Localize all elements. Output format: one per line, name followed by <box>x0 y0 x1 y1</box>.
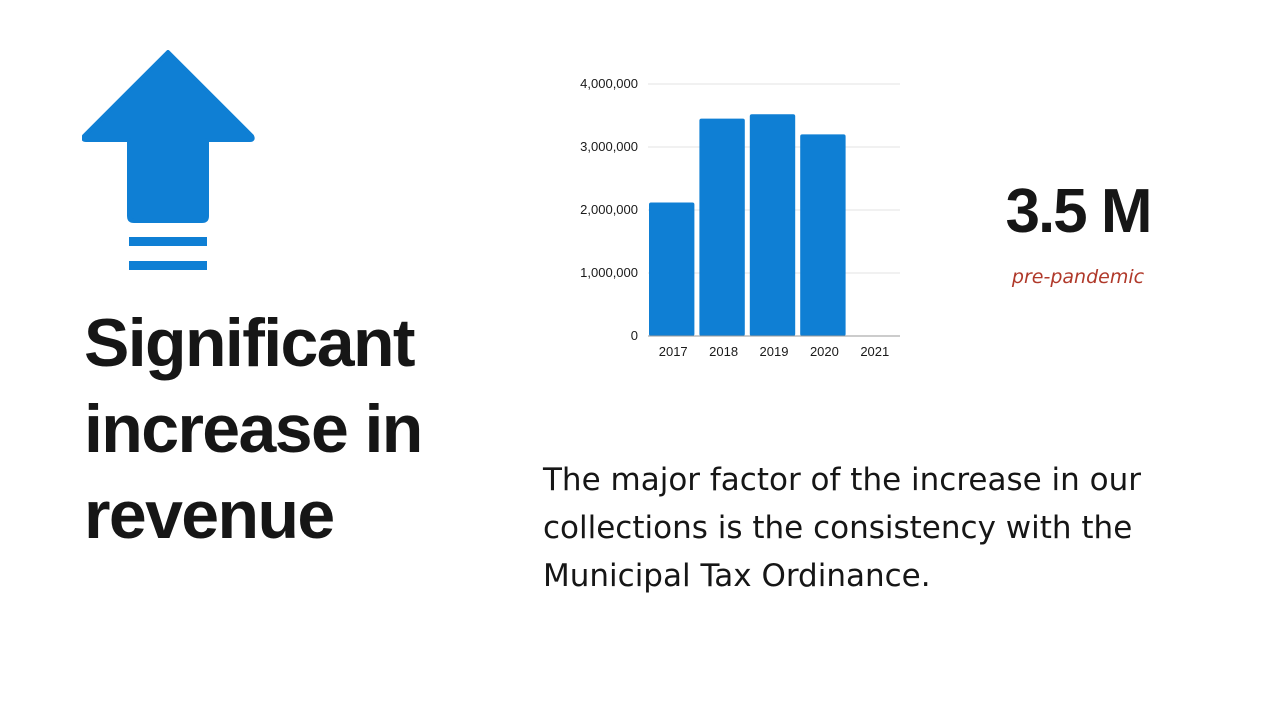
x-tick-label: 2017 <box>659 344 688 359</box>
y-tick-label: 0 <box>631 328 638 343</box>
stat-note: pre-pandemic <box>1011 266 1145 288</box>
up-arrow-icon <box>82 50 255 270</box>
x-tick-label: 2020 <box>810 344 839 359</box>
bar <box>749 114 796 336</box>
y-tick-label: 2,000,000 <box>580 202 638 217</box>
x-tick-label: 2021 <box>860 344 889 359</box>
headline: Significant increase in revenue <box>84 305 423 553</box>
stat-value: 3.5 M <box>1005 177 1152 246</box>
revenue-bar-chart: 0 1,000,000 2,000,000 3,000,000 4,000,000 201… <box>580 76 900 359</box>
x-tick-label: 2018 <box>709 344 738 359</box>
bar <box>800 134 846 336</box>
bar <box>649 202 695 336</box>
body-text: The major factor of the increase in our … <box>543 462 1142 594</box>
y-tick-label: 4,000,000 <box>580 76 638 91</box>
x-tick-label: 2019 <box>760 344 789 359</box>
bar <box>699 118 745 337</box>
y-tick-label: 3,000,000 <box>580 139 638 154</box>
y-tick-label: 1,000,000 <box>580 265 638 280</box>
